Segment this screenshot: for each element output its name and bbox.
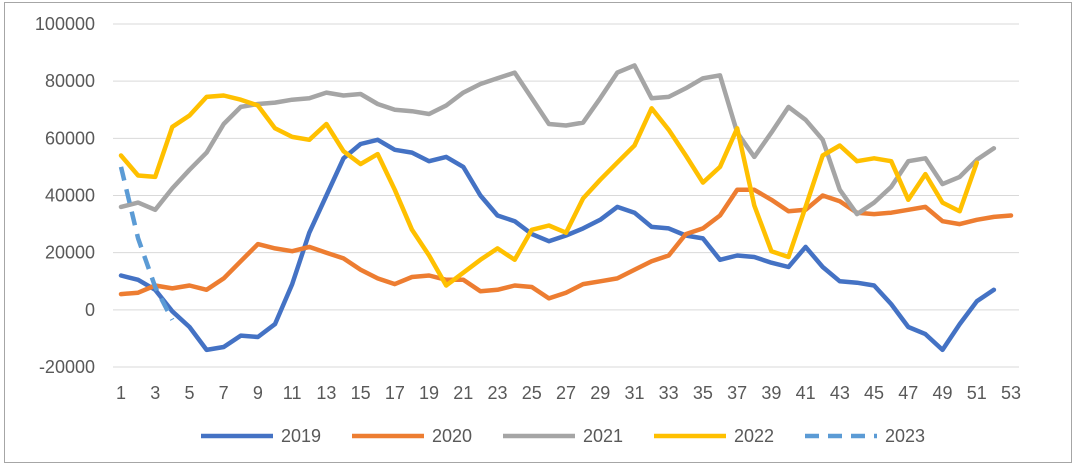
- series-line-2019: [118, 137, 997, 353]
- y-axis: -20000 0 20000 40000 60000 80000 100000: [35, 14, 95, 377]
- x-tick-label: 9: [253, 383, 263, 403]
- series-line-2021: [118, 63, 997, 217]
- y-tick-label: 100000: [35, 14, 95, 34]
- series-line-2020: [118, 187, 1014, 301]
- x-tick-label: 29: [590, 383, 610, 403]
- x-tick-label: 1: [116, 383, 126, 403]
- x-tick-label: 11: [283, 383, 302, 403]
- x-tick-label: 43: [830, 383, 850, 403]
- x-tick-label: 15: [351, 383, 371, 403]
- x-tick-label: 7: [219, 383, 229, 403]
- y-tick-label: -20000: [39, 357, 95, 377]
- x-tick-label: 37: [727, 383, 747, 403]
- gridlines: [113, 23, 1019, 368]
- y-tick-label: 0: [85, 300, 95, 320]
- x-tick-label: 25: [522, 383, 542, 403]
- x-tick-label: 41: [796, 383, 816, 403]
- x-tick-label: 53: [1001, 383, 1021, 403]
- x-tick-label: 5: [184, 383, 194, 403]
- y-tick-label: 60000: [45, 128, 95, 148]
- x-tick-label: 49: [933, 383, 953, 403]
- x-tick-label: 13: [316, 383, 336, 403]
- legend-label-2021: 2021: [583, 426, 623, 446]
- x-tick-label: 51: [967, 383, 987, 403]
- series-line-2023: [118, 166, 175, 321]
- x-tick-label: 17: [385, 383, 405, 403]
- y-tick-label: 40000: [45, 186, 95, 206]
- x-tick-label: 23: [488, 383, 508, 403]
- x-tick-label: 47: [898, 383, 918, 403]
- legend-label-2022: 2022: [734, 426, 774, 446]
- series-line-2022: [118, 93, 980, 288]
- x-tick-label: 35: [693, 383, 713, 403]
- x-tick-label: 45: [864, 383, 884, 403]
- x-tick-label: 31: [624, 383, 644, 403]
- legend-label-2019: 2019: [281, 426, 321, 446]
- legend-label-2023: 2023: [885, 426, 925, 446]
- y-tick-label: 20000: [45, 243, 95, 263]
- x-tick-label: 33: [659, 383, 679, 403]
- legend-label-2020: 2020: [432, 426, 472, 446]
- x-axis: 1 3 5 7 9 11 13 15 17 19 21 23 25 27 29 31 33 35 37 39 41 43 4…: [116, 383, 1021, 403]
- x-tick-label: 21: [453, 383, 473, 403]
- y-tick-label: 80000: [45, 71, 95, 91]
- x-tick-label: 39: [761, 383, 781, 403]
- series-lines: [118, 63, 1014, 353]
- x-tick-label: 27: [556, 383, 576, 403]
- legend: 2019 2020 2021 2022 2023: [201, 426, 925, 446]
- x-tick-label: 19: [419, 383, 439, 403]
- x-tick-label: 3: [150, 383, 160, 403]
